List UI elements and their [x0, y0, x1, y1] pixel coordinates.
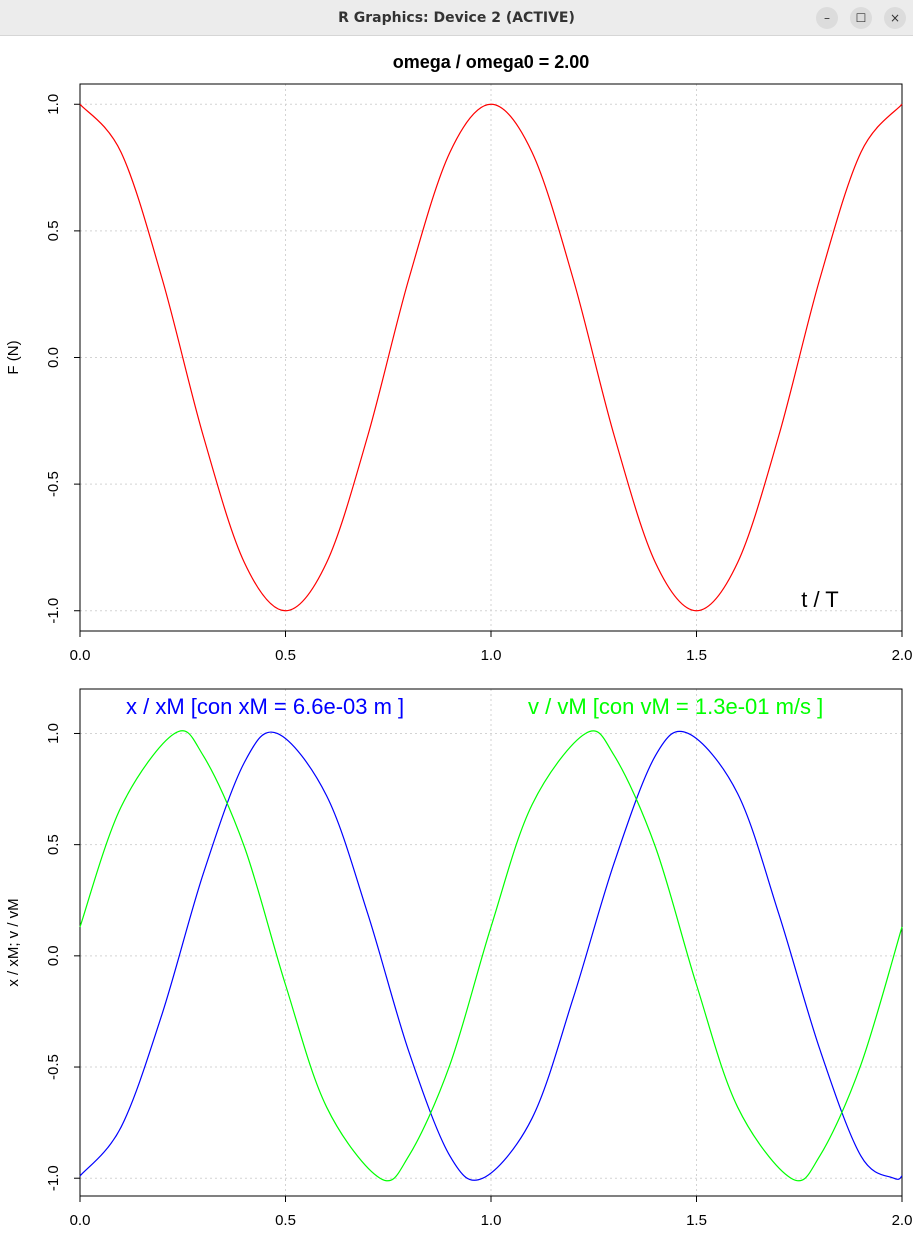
- x-tick-label: 1.0: [481, 1212, 502, 1229]
- y-tick-label: -1.0: [45, 1165, 62, 1191]
- series-line-2: [79, 730, 903, 1182]
- y-axis-label: F (N): [5, 340, 22, 374]
- x-tick-label: 1.5: [686, 1212, 707, 1229]
- minimize-icon: –: [824, 11, 830, 25]
- y-tick-label: -0.5: [45, 1054, 62, 1080]
- maximize-icon: ☐: [855, 11, 867, 25]
- chart-panel-2: 0.0 0.5 1.0 1.5 2.0 -1.0 -0.5 0.0 0.5 1.0 x / xM; …: [5, 688, 913, 1229]
- y-axis-label: x / xM; v / vM: [5, 898, 22, 986]
- close-icon: ×: [889, 11, 901, 25]
- y-tick-label: 0.0: [45, 347, 62, 368]
- x-tick-label: 1.0: [481, 647, 502, 664]
- x-tick-label: 0.5: [275, 647, 296, 664]
- legend-entry-1: x / xM [con xM = 6.6e-03 m ]: [126, 694, 404, 719]
- y-tick-label: 1.0: [45, 723, 62, 744]
- y-tick-label: 1.0: [45, 94, 62, 115]
- plot-svg: 0.0 0.5 1.0 1.5 2.0 -1.0 -0.5 0.0 0.5 1.0 F (N) ome…: [5, 52, 913, 1229]
- chart-title: omega / omega0 = 2.00: [393, 52, 590, 72]
- close-button[interactable]: ×: [884, 7, 906, 29]
- x-tick-label: 2.0: [892, 647, 913, 664]
- x-tick-label: 0.5: [275, 1212, 296, 1229]
- graphics-canvas: 0.0 0.5 1.0 1.5 2.0 -1.0 -0.5 0.0 0.5 1.0 F (N) ome…: [0, 36, 913, 1245]
- y-tick-label: 0.5: [45, 220, 62, 241]
- axis-annotation: t / T: [801, 587, 839, 612]
- x-tick-label: 1.5: [686, 647, 707, 664]
- window-titlebar: R Graphics: Device 2 (ACTIVE) – ☐ ×: [0, 0, 913, 36]
- y-tick-label: 0.0: [45, 945, 62, 966]
- x-tick-label: 0.0: [70, 1212, 91, 1229]
- legend-entry-2: v / vM [con vM = 1.3e-01 m/s ]: [528, 694, 823, 719]
- series-line-1: [79, 103, 903, 612]
- series-line-1: [79, 730, 903, 1181]
- maximize-button[interactable]: ☐: [850, 7, 872, 29]
- window-title: R Graphics: Device 2 (ACTIVE): [338, 10, 575, 26]
- minimize-button[interactable]: –: [816, 7, 838, 29]
- y-tick-label: 0.5: [45, 834, 62, 855]
- x-tick-label: 2.0: [892, 1212, 913, 1229]
- y-tick-label: -0.5: [45, 471, 62, 497]
- x-tick-label: 0.0: [70, 647, 91, 664]
- y-tick-label: -1.0: [45, 598, 62, 624]
- chart-panel-1: 0.0 0.5 1.0 1.5 2.0 -1.0 -0.5 0.0 0.5 1.0 F (N) ome…: [5, 52, 912, 664]
